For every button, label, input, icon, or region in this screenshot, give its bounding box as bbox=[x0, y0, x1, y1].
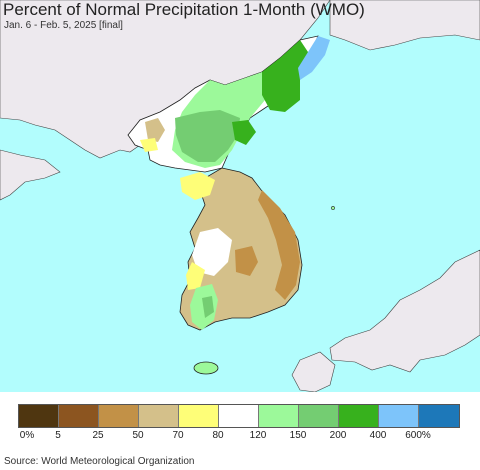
jeju-island bbox=[193, 361, 219, 375]
legend-tick-label: 80 bbox=[212, 430, 224, 441]
shandong-peninsula bbox=[0, 149, 61, 201]
date-range: Jan. 6 - Feb. 5, 2025 [final] bbox=[4, 20, 123, 31]
precipitation-map bbox=[0, 0, 480, 392]
nk-tan-patch bbox=[145, 118, 165, 142]
legend-tick-label: 50 bbox=[132, 430, 144, 441]
legend-tick-label: 120 bbox=[249, 430, 267, 441]
legend-tick-label: 150 bbox=[289, 430, 307, 441]
legend-swatch bbox=[99, 405, 139, 427]
sk-brown-east bbox=[258, 190, 300, 300]
legend-tick-label: 600% bbox=[405, 430, 431, 441]
source-credit: Source: World Meteorological Organizatio… bbox=[4, 456, 195, 467]
legend-swatch bbox=[219, 405, 259, 427]
sk-white-region bbox=[192, 228, 232, 276]
legend-swatch bbox=[259, 405, 299, 427]
legend-swatch bbox=[339, 405, 379, 427]
nk-mid-green-area bbox=[175, 110, 240, 162]
legend-tick-label: 400 bbox=[369, 430, 387, 441]
legend-tick-label: 70 bbox=[172, 430, 184, 441]
legend-tick-label: 200 bbox=[329, 430, 347, 441]
japan-kyushu bbox=[291, 351, 336, 392]
legend-tick-label: 5 bbox=[55, 430, 61, 441]
page-title: Percent of Normal Precipitation 1-Month … bbox=[3, 0, 365, 19]
russia-land bbox=[329, 0, 480, 51]
legend-swatch bbox=[19, 405, 59, 427]
legend-swatch bbox=[139, 405, 179, 427]
legend-tick-label: 0% bbox=[19, 430, 35, 441]
sk-yellow-region bbox=[180, 172, 215, 200]
sk-mid-green-sw bbox=[202, 296, 214, 318]
legend-swatch bbox=[419, 405, 459, 427]
nk-blue-area bbox=[298, 36, 330, 80]
legend-tick-label: 25 bbox=[92, 430, 104, 441]
legend-colorbar bbox=[18, 404, 460, 428]
ulleungdo bbox=[331, 206, 335, 210]
sk-yellow-west bbox=[186, 262, 205, 290]
japan-land bbox=[329, 249, 480, 373]
legend-swatch bbox=[379, 405, 419, 427]
sk-brown-central bbox=[235, 246, 258, 276]
legend-swatch bbox=[299, 405, 339, 427]
nk-dark-green-area bbox=[262, 40, 310, 112]
legend-swatch bbox=[59, 405, 99, 427]
legend-swatch bbox=[179, 405, 219, 427]
nk-yellow-patch bbox=[140, 138, 158, 152]
nk-dark-green-east bbox=[232, 120, 256, 145]
